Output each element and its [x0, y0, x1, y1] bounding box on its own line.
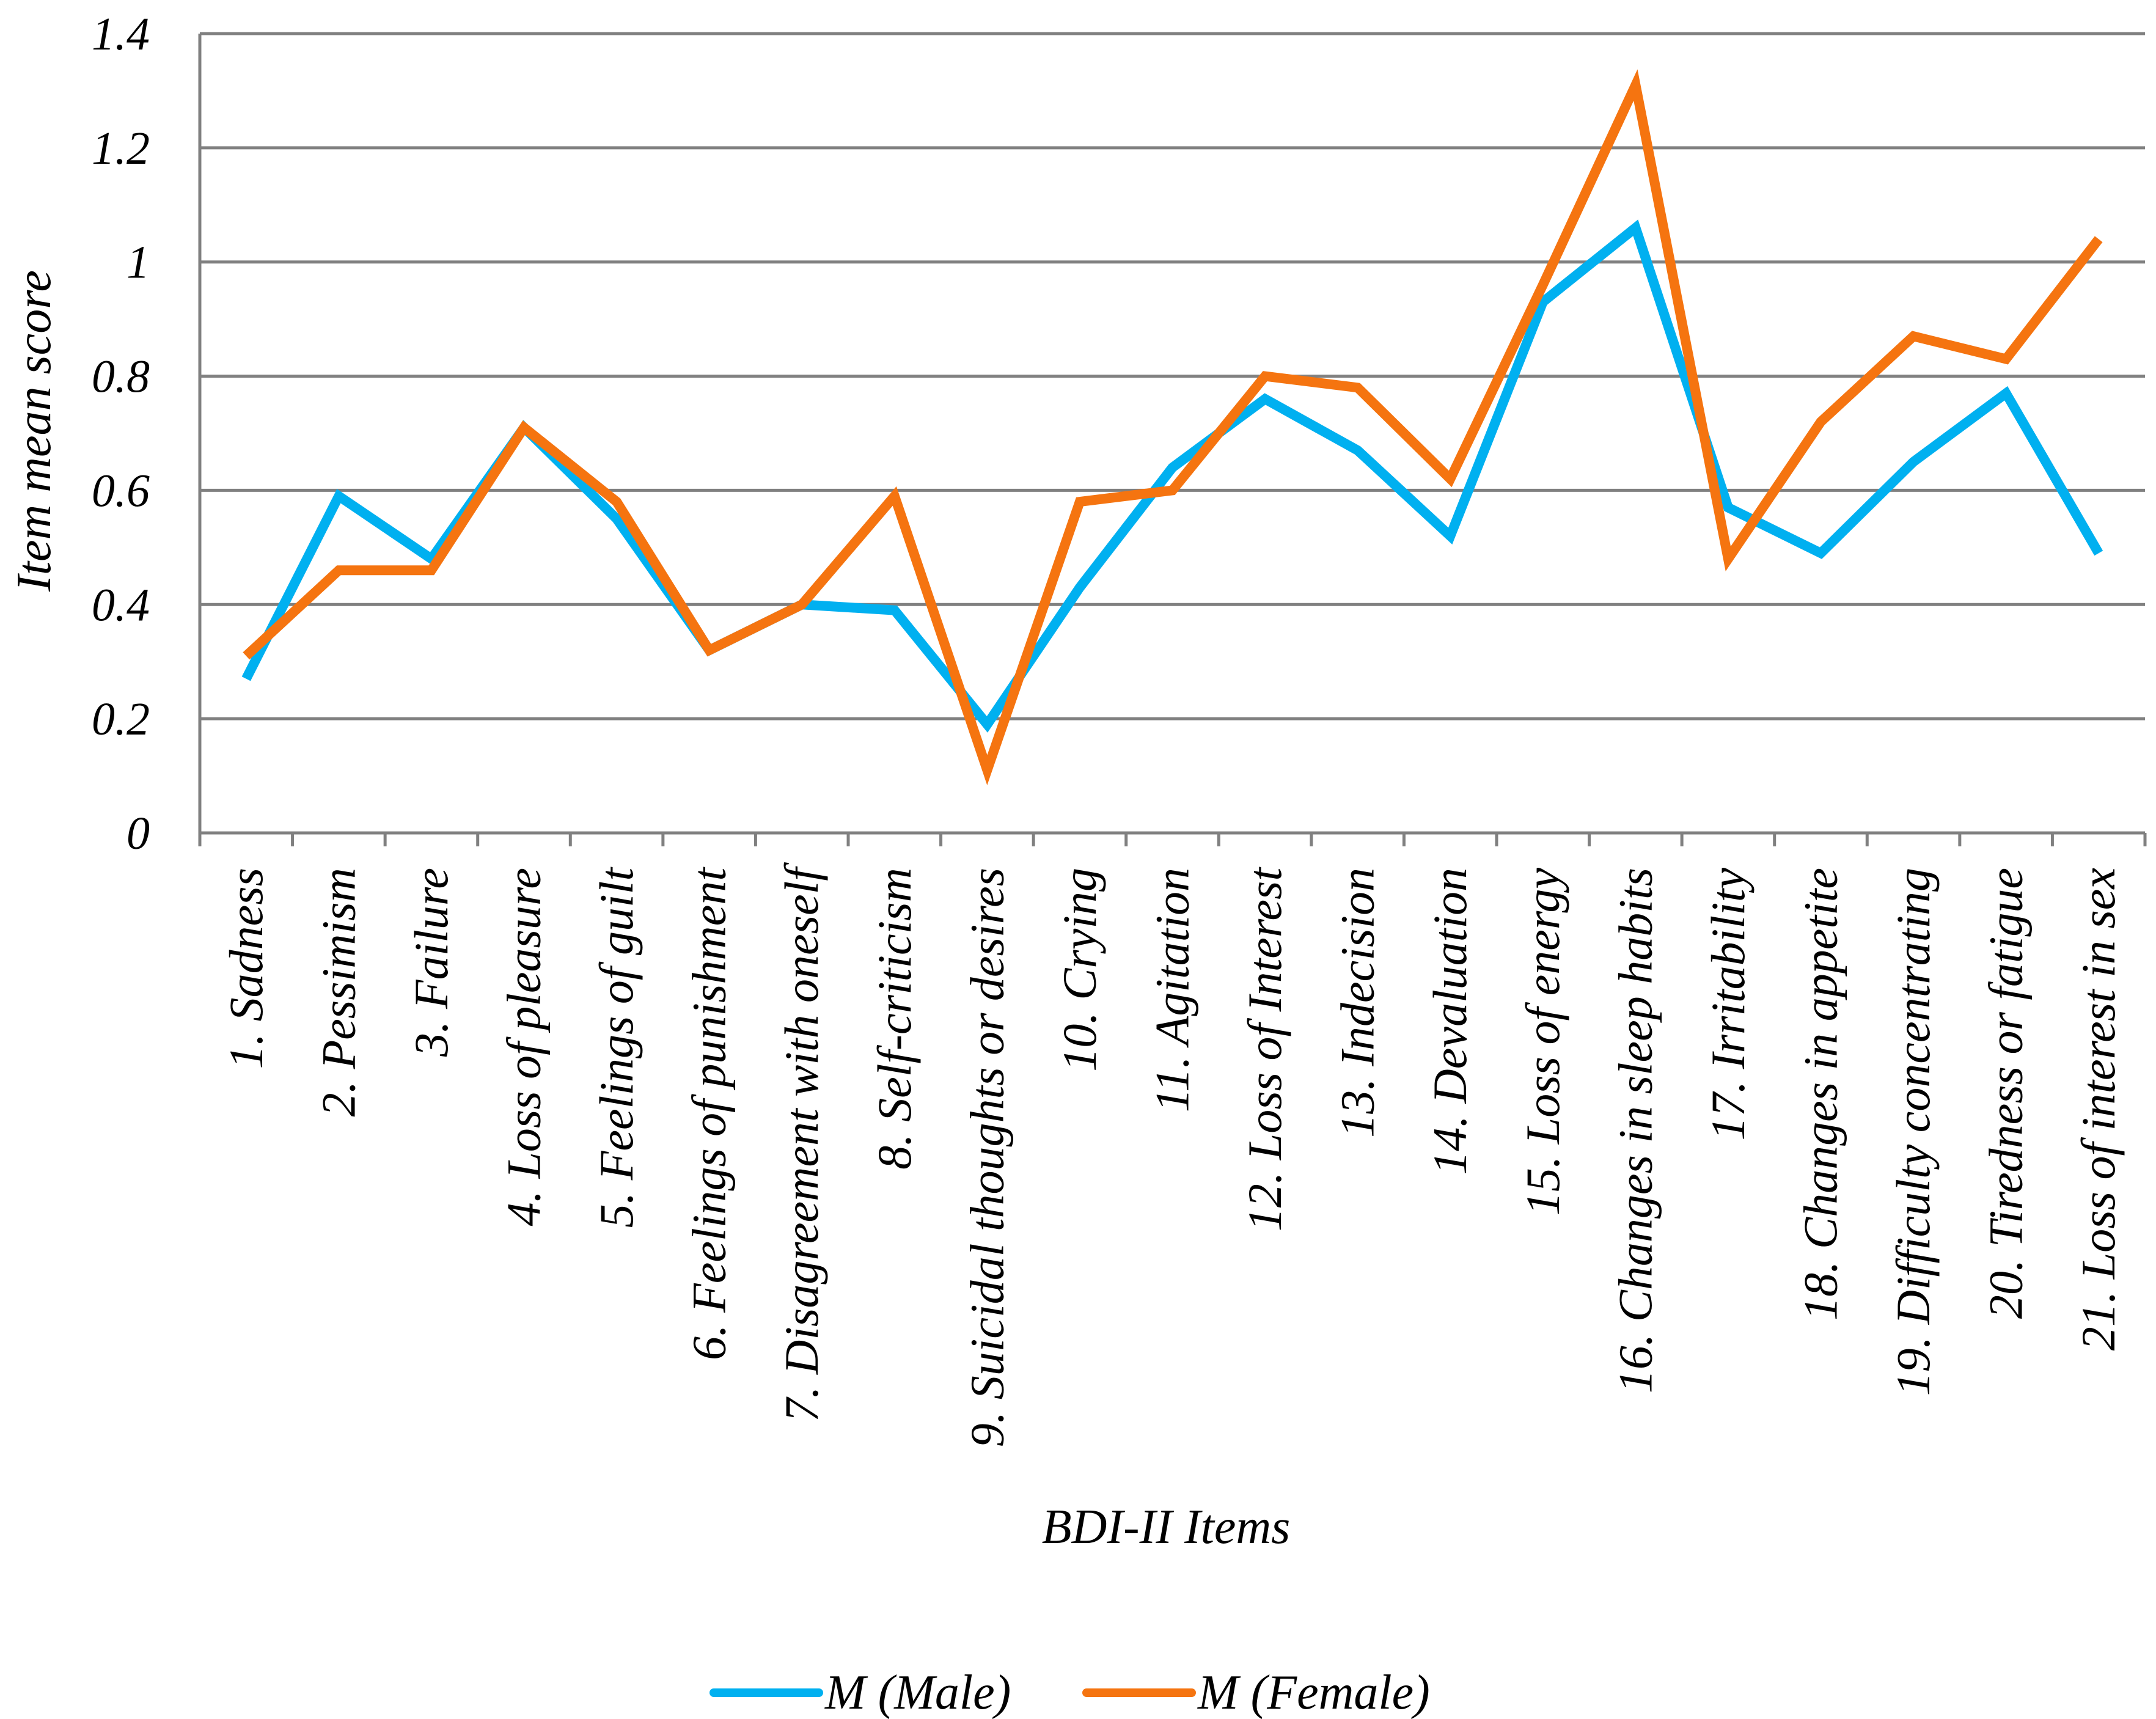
y-tick-label: 0.6 — [92, 465, 150, 516]
legend: M (Male) M (Female) — [710, 1666, 1430, 1719]
x-tick-label: 16. Changes in sleep habits — [1608, 868, 1662, 1393]
x-tick-labels: 1. Sadness 2. Pessimism 3. Failure 4. Loss … — [219, 862, 2125, 1448]
x-tick-label: 1. Sadness — [219, 868, 273, 1069]
x-tick-label: 2. Pessimism — [312, 868, 365, 1116]
legend-label-female: M (Female) — [1197, 1666, 1430, 1719]
x-tick-label: 6. Feelings of punishment — [683, 867, 736, 1360]
y-tick-label: 0.8 — [92, 351, 150, 403]
series-lines — [241, 69, 2103, 785]
x-axis-title: BDI-II Items — [1042, 1500, 1290, 1554]
x-tick-label: 12. Loss of Interest — [1238, 867, 1291, 1231]
x-tick-label: 20. Tiredness or fatigue — [1979, 868, 2033, 1319]
y-tick-labels: 0 0.2 0.4 0.6 0.8 1 1.2 1.4 — [92, 9, 150, 859]
x-tick-label: 11. Agitation — [1146, 868, 1199, 1112]
gridlines — [198, 32, 2147, 846]
y-tick-label: 0 — [127, 808, 150, 859]
x-tick-label: 5. Feelings of guilt — [590, 867, 643, 1228]
y-tick-label: 0.2 — [92, 694, 150, 745]
x-tick-label: 18. Changes in appetite — [1794, 868, 1847, 1321]
y-axis-title: Item mean score — [7, 270, 61, 592]
y-tick-label: 1.2 — [92, 123, 150, 174]
series-line-male — [241, 219, 2103, 733]
x-tick-label: 21. Loss of interest in sex — [2072, 868, 2125, 1351]
x-tick-label: 9. Suicidal thoughts or desires — [960, 868, 1013, 1447]
x-tick-label: 3. Failure — [405, 868, 458, 1057]
y-tick-label: 0.4 — [92, 579, 150, 631]
x-tick-label: 19. Difficulty concentrating — [1887, 868, 1940, 1396]
x-tick-label: 7. Disagreement with oneself — [775, 862, 828, 1422]
x-tick-label: 13. Indecision — [1331, 868, 1384, 1138]
legend-label-male: M (Male) — [824, 1666, 1011, 1719]
y-tick-label: 1 — [127, 237, 150, 288]
y-tick-label: 1.4 — [92, 9, 150, 60]
x-tick-label: 8. Self-criticism — [868, 868, 921, 1170]
x-tick-label: 17. Irritability — [1701, 868, 1755, 1141]
x-tick-label: 10. Crying — [1053, 868, 1106, 1072]
x-tick-label: 4. Loss of pleasure — [497, 868, 551, 1226]
x-tick-label: 15. Loss of energy — [1516, 868, 1569, 1215]
x-tick-label: 14. Devaluation — [1423, 868, 1476, 1175]
